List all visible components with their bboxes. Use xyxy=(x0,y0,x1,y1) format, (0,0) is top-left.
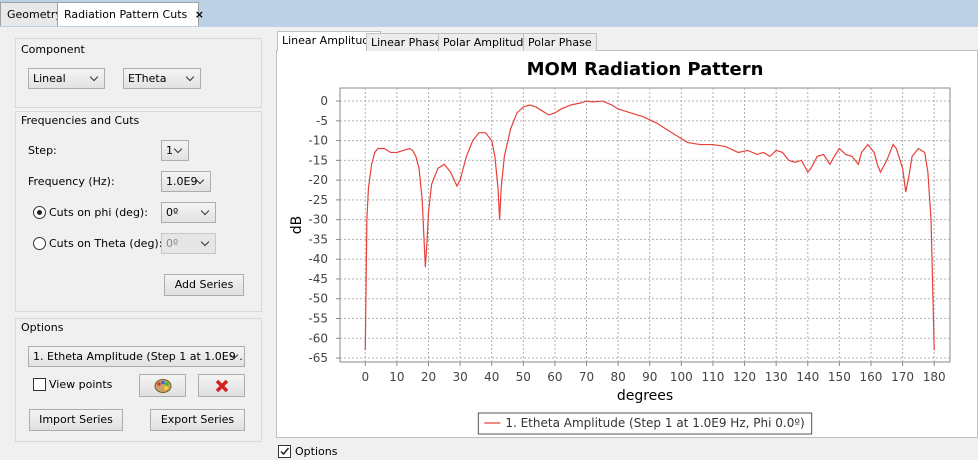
x-tick-label: 90 xyxy=(642,370,657,384)
chart-title: MOM Radiation Pattern xyxy=(527,59,764,80)
x-tick-label: 50 xyxy=(516,370,531,384)
button[interactable]: Export Series xyxy=(150,409,245,431)
delete-button[interactable] xyxy=(198,374,245,397)
y-tick-label: -5 xyxy=(316,114,328,128)
legend-label: 1. Etheta Amplitude (Step 1 at 1.0E9 Hz,… xyxy=(505,416,804,430)
check-icon xyxy=(280,447,290,456)
button[interactable]: Import Series xyxy=(29,409,123,431)
y-tick-label: -40 xyxy=(308,252,328,266)
group-title: Component xyxy=(21,43,85,56)
x-tick-label: 100 xyxy=(670,370,693,384)
x-tick-label: 40 xyxy=(484,370,499,384)
y-axis-label: dB xyxy=(289,216,305,235)
x-tick-label: 10 xyxy=(389,370,404,384)
dropdown-disabled: 0º xyxy=(161,233,216,254)
tab[interactable]: Geometry xyxy=(0,2,62,26)
plot-area xyxy=(339,87,951,363)
x-tick-label: 150 xyxy=(828,370,851,384)
y-tick-label: -10 xyxy=(308,134,328,148)
y-tick-label: -20 xyxy=(308,173,328,187)
checkbox[interactable] xyxy=(33,378,46,391)
radio-checked[interactable] xyxy=(33,206,46,219)
y-tick-label: -30 xyxy=(308,213,328,227)
delete-icon xyxy=(215,379,228,393)
y-tick-label: -35 xyxy=(308,232,328,246)
x-tick-label: 70 xyxy=(579,370,594,384)
y-tick-label: -50 xyxy=(308,292,328,306)
label: Cuts on phi (deg): xyxy=(49,206,148,219)
x-tick-label: 30 xyxy=(452,370,467,384)
x-tick-label: 180 xyxy=(923,370,946,384)
x-axis-label: degrees xyxy=(617,388,673,404)
group-title: Options xyxy=(21,321,64,334)
chart: MOM Radiation Pattern-65-60-55-50-45-40-… xyxy=(289,59,951,435)
label: View points xyxy=(49,378,113,391)
y-tick-label: -25 xyxy=(308,193,328,207)
x-tick-label: 60 xyxy=(547,370,562,384)
series-line xyxy=(364,100,935,351)
button[interactable]: Add Series xyxy=(164,274,244,296)
x-tick-label: 80 xyxy=(610,370,625,384)
x-tick-label: 110 xyxy=(702,370,725,384)
color-button[interactable] xyxy=(139,374,186,397)
dropdown[interactable]: 1. Etheta Amplitude (Step 1 at 1.0E9 ... xyxy=(28,346,245,367)
x-tick-label: 170 xyxy=(891,370,914,384)
tab-close[interactable]: × xyxy=(194,8,204,21)
x-tick-label: 140 xyxy=(796,370,819,384)
dropdown[interactable]: ETheta xyxy=(123,68,201,89)
y-tick-label: -55 xyxy=(308,312,328,326)
dropdown[interactable]: 1 xyxy=(161,140,189,161)
y-tick-label: 0 xyxy=(320,94,328,108)
dropdown[interactable]: Lineal xyxy=(28,68,105,89)
x-tick-label: 120 xyxy=(733,370,756,384)
x-tick-label: 20 xyxy=(421,370,436,384)
view-tab[interactable]: Polar Phase xyxy=(523,33,597,51)
dropdown[interactable]: 1.0E9 xyxy=(161,171,211,192)
x-tick-label: 130 xyxy=(765,370,788,384)
group-title: Frequencies and Cuts xyxy=(21,114,140,127)
legend: 1. Etheta Amplitude (Step 1 at 1.0E9 Hz,… xyxy=(477,412,813,435)
legend-box xyxy=(477,412,813,435)
label: Cuts on Theta (deg): xyxy=(49,237,163,250)
checkbox-checked[interactable] xyxy=(278,445,291,458)
view-tab[interactable]: Linear Phase xyxy=(366,33,447,51)
radio[interactable] xyxy=(33,237,46,250)
x-tick-label: 0 xyxy=(361,370,369,384)
y-tick-label: -60 xyxy=(308,331,328,345)
x-tick-label: 160 xyxy=(860,370,883,384)
y-tick-label: -45 xyxy=(308,272,328,286)
label: Frequency (Hz): xyxy=(28,175,115,188)
y-tick-label: -65 xyxy=(308,351,328,365)
view-tab-selected[interactable]: Linear Amplitude xyxy=(277,31,382,51)
tab-selected[interactable]: Radiation Pattern Cuts × xyxy=(57,2,204,26)
label: Options xyxy=(295,445,338,458)
palette-icon xyxy=(154,379,171,393)
label: Step: xyxy=(28,144,57,157)
dropdown[interactable]: 0º xyxy=(161,202,216,223)
tab-label: Radiation Pattern Cuts xyxy=(64,8,188,21)
y-tick-label: -15 xyxy=(308,153,328,167)
view-tab[interactable]: Polar Amplitude xyxy=(438,33,536,51)
